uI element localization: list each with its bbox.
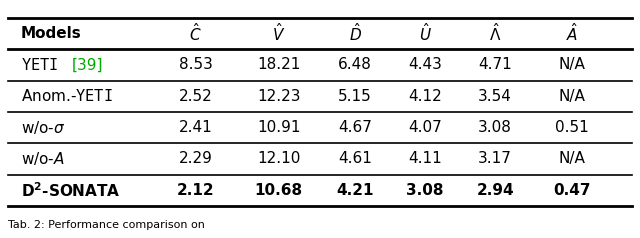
Text: 4.61: 4.61 [338, 152, 372, 167]
Text: 4.71: 4.71 [478, 57, 512, 72]
Text: N/A: N/A [558, 57, 585, 72]
Text: $\hat{V}$: $\hat{V}$ [272, 23, 285, 45]
Text: 4.67: 4.67 [338, 120, 372, 135]
Text: 8.53: 8.53 [179, 57, 212, 72]
Text: 4.21: 4.21 [336, 183, 374, 198]
Text: Tab. 2: Performance comparison on: Tab. 2: Performance comparison on [8, 220, 205, 230]
Text: $\hat{U}$: $\hat{U}$ [419, 23, 431, 45]
Text: 2.29: 2.29 [179, 152, 212, 167]
Text: 3.08: 3.08 [406, 183, 444, 198]
Text: 4.43: 4.43 [408, 57, 442, 72]
Text: 12.23: 12.23 [257, 89, 300, 104]
Text: 0.51: 0.51 [555, 120, 589, 135]
Text: $\mathbf{D^2}$-$\mathtt{\mathbf{SONATA}}$: $\mathbf{D^2}$-$\mathtt{\mathbf{SONATA}}… [20, 181, 120, 200]
Text: N/A: N/A [558, 89, 585, 104]
Text: 4.07: 4.07 [408, 120, 442, 135]
Text: 4.11: 4.11 [408, 152, 442, 167]
Text: 6.48: 6.48 [338, 57, 372, 72]
Text: N/A: N/A [558, 152, 585, 167]
Text: 2.94: 2.94 [476, 183, 514, 198]
Text: 5.15: 5.15 [338, 89, 372, 104]
Text: 2.52: 2.52 [179, 89, 212, 104]
Text: Anom.-$\mathtt{YETI}$: Anom.-$\mathtt{YETI}$ [20, 88, 112, 104]
Text: 3.17: 3.17 [478, 152, 512, 167]
Text: 3.54: 3.54 [478, 89, 512, 104]
Text: $\hat{A}$: $\hat{A}$ [566, 23, 578, 45]
Text: $\hat{D}$: $\hat{D}$ [349, 23, 362, 45]
Text: 12.10: 12.10 [257, 152, 300, 167]
Text: w/o-$A$: w/o-$A$ [20, 150, 65, 168]
Text: 18.21: 18.21 [257, 57, 300, 72]
Text: w/o-$\sigma$: w/o-$\sigma$ [20, 119, 65, 136]
Text: 2.41: 2.41 [179, 120, 212, 135]
Text: $\hat{\Lambda}$: $\hat{\Lambda}$ [489, 23, 501, 45]
Text: 10.91: 10.91 [257, 120, 300, 135]
Text: Models: Models [20, 26, 81, 41]
Text: 4.12: 4.12 [408, 89, 442, 104]
Text: 0.47: 0.47 [553, 183, 591, 198]
Text: 3.08: 3.08 [478, 120, 512, 135]
Text: $\mathtt{YETI}$: $\mathtt{YETI}$ [20, 57, 58, 73]
Text: $\hat{C}$: $\hat{C}$ [189, 23, 202, 45]
Text: 2.12: 2.12 [177, 183, 214, 198]
Text: [39]: [39] [72, 57, 103, 72]
Text: 10.68: 10.68 [255, 183, 303, 198]
